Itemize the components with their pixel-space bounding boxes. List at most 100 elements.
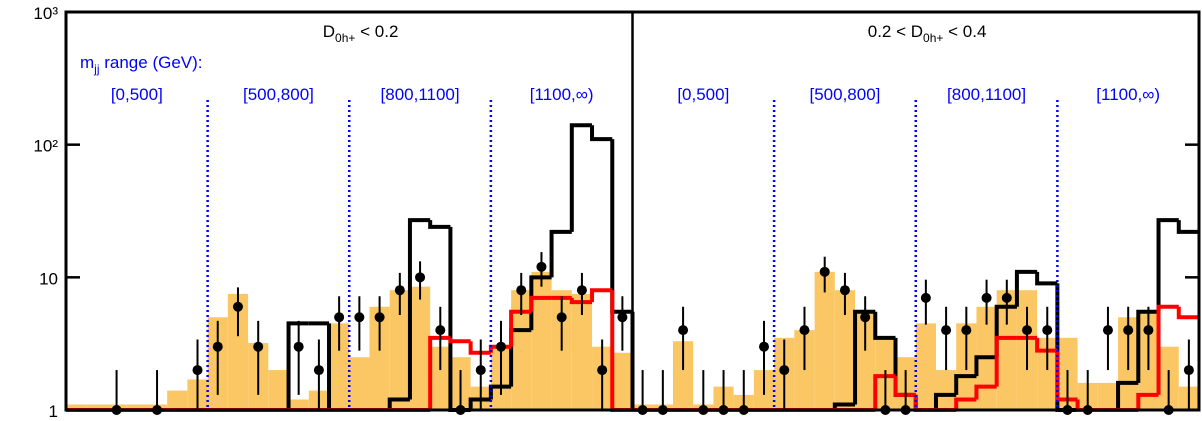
step-line [529,295,552,312]
data-point [759,341,770,352]
data-point [516,285,527,296]
panel-label-sub: 0h+ [923,31,943,45]
mjj-label-post: range (GeV): [100,53,203,72]
step-line [1136,309,1159,383]
data-point [475,365,486,376]
bar [834,290,856,410]
bar [430,346,451,410]
bar [511,290,532,410]
step-line [853,309,876,405]
y-tick-label: 10³ [33,4,58,23]
step-line [1035,271,1058,286]
bar [126,404,147,410]
step-line [1156,218,1179,312]
mjj-label-sub: jj [93,62,99,76]
bar [915,323,936,410]
data-point [678,325,689,336]
step-line [974,384,997,400]
bar [1097,382,1119,410]
data-point [435,325,446,336]
bar [268,370,289,410]
mjj-label-pre: m [80,53,94,72]
step-line [1116,380,1139,410]
data-point [819,266,830,277]
data-point [394,285,405,296]
bar [66,404,87,410]
bar [531,271,552,410]
data-point [1183,365,1194,376]
bar [996,290,1017,410]
step-line [873,374,896,410]
step-line [610,139,633,314]
bar [672,341,694,410]
bar [571,293,593,410]
data-point [415,272,426,283]
data-point [1143,325,1154,336]
step-line [387,397,410,410]
step-line [286,321,309,410]
data-point [192,365,203,376]
panel-label: 0.2 < D0h+ < 0.4 [868,22,987,45]
data-point [1123,325,1134,336]
data-point [212,341,223,352]
data-point [799,325,810,336]
range-label: [800,1100] [947,85,1026,104]
step-line [509,309,532,347]
step-line [1014,269,1038,307]
bar [329,323,350,410]
range-label: [1100,∞) [530,85,594,104]
step-line [428,335,451,410]
data-point [232,301,243,312]
data-point [860,312,871,323]
range-label: [500,800] [243,85,314,104]
step-line [893,376,916,397]
bar [389,290,410,410]
step-line [1176,306,1199,320]
data-point [1001,292,1012,303]
step-line [954,397,977,410]
step-line [933,392,957,410]
bar [612,352,633,410]
bar [1037,337,1058,410]
bar [935,370,957,410]
data-point [1042,325,1053,336]
step-line [994,335,1017,387]
bar [86,404,107,410]
bar [855,311,876,410]
step-line [954,374,977,395]
step-line [428,220,451,229]
data-point [1102,325,1113,336]
data-point [941,325,952,336]
panel-label-sub: 0h+ [335,31,355,45]
data-point [1022,325,1033,336]
range-label: [0,500] [111,85,163,104]
range-label: [1100,∞) [1096,85,1160,104]
step-line [873,311,896,340]
data-point [597,365,608,376]
step-line [1156,304,1179,395]
step-line [549,229,572,278]
data-point [354,312,365,323]
bar [288,399,309,410]
data-point [839,285,850,296]
step-line [569,297,593,305]
panel-label: D0h+ < 0.2 [323,22,399,45]
bar [369,306,390,410]
data-point [981,292,992,303]
step-line [407,218,431,400]
data-point [293,341,304,352]
step-line [468,341,491,355]
data-point [556,312,567,323]
range-label: [0,500] [677,85,729,104]
step-line [448,337,471,344]
y-tick-label: 10 [39,269,58,288]
step-line [1035,337,1058,353]
step-line [974,355,997,377]
y-tick-label: 10² [33,137,58,156]
step-line [590,288,613,303]
data-point [313,365,324,376]
step-line [1176,220,1199,234]
plot-frame [64,10,1201,412]
data-point [374,312,385,323]
